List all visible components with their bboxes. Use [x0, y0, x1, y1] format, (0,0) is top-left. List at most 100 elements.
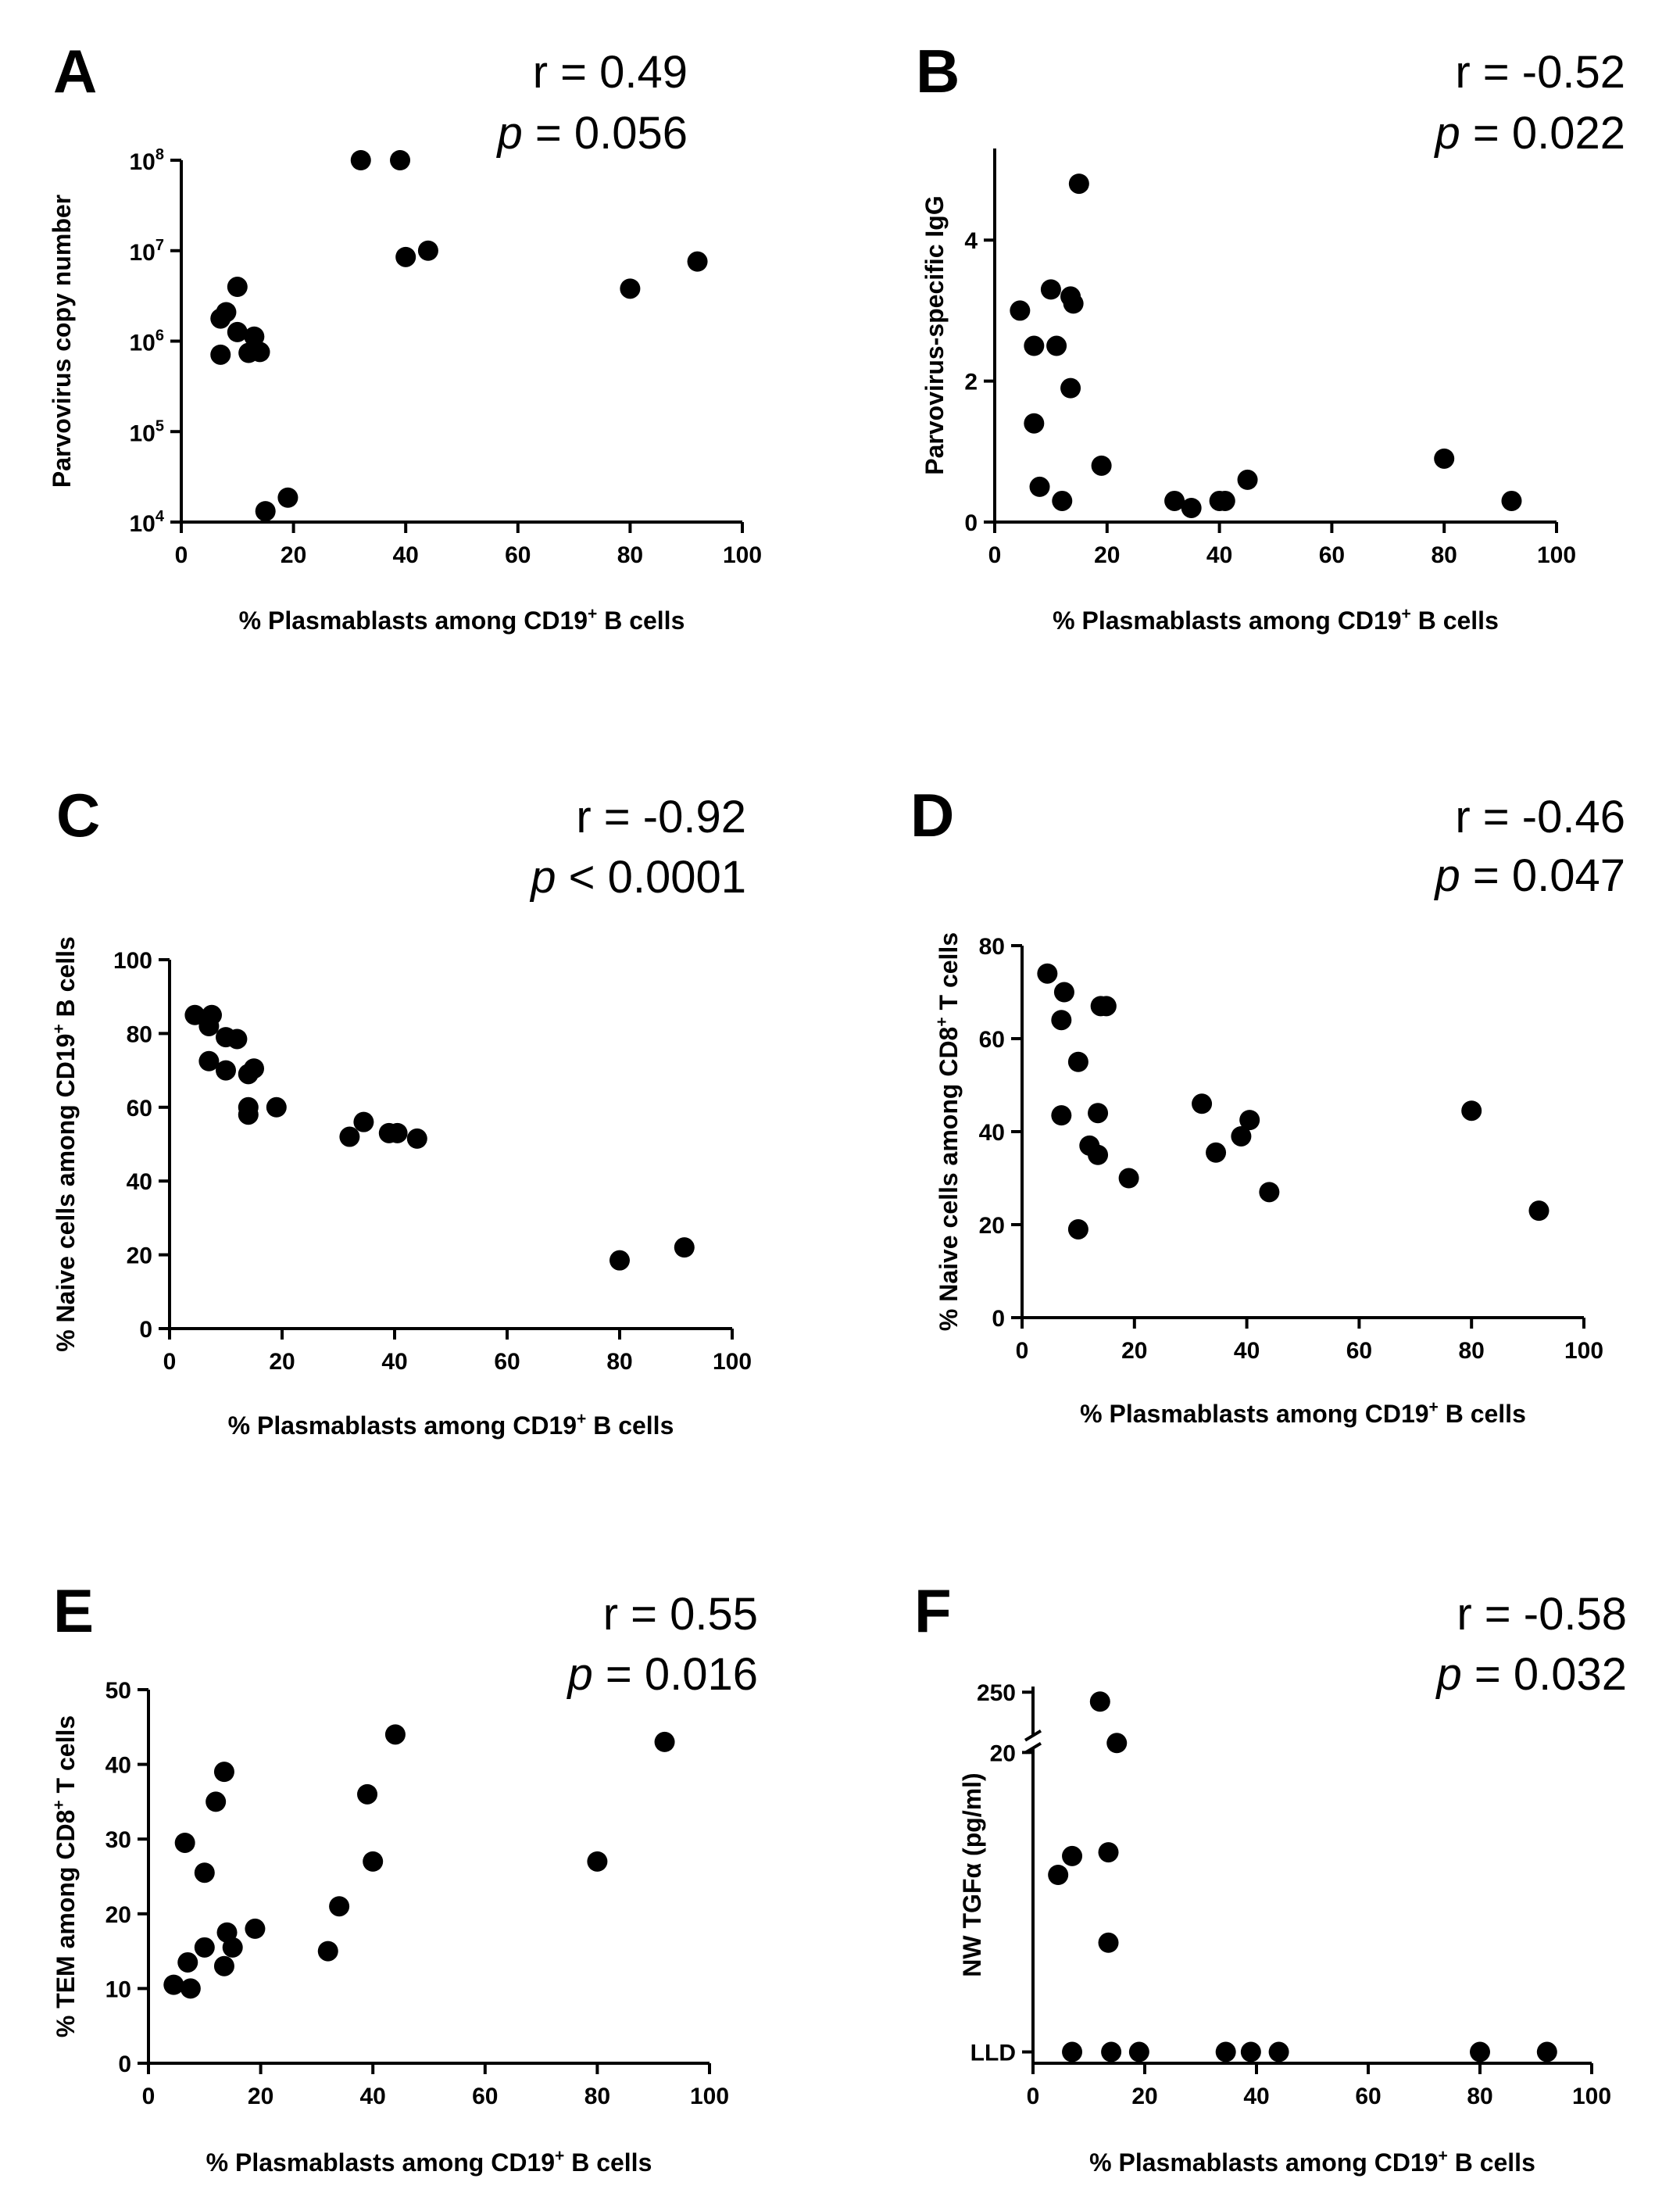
correlation-r: r = 0.49	[533, 47, 688, 98]
y-axis-label-tail: T cells	[935, 932, 963, 1018]
y-tick-base: 10	[130, 149, 155, 175]
y-tick-base: 10	[130, 420, 155, 446]
data-point	[1239, 1110, 1260, 1131]
y-axis-label-superscript: +	[933, 1017, 951, 1026]
data-point	[1536, 2041, 1557, 2062]
correlation-p: p = 0.022	[1433, 108, 1625, 159]
data-point	[1528, 1200, 1550, 1222]
correlation-p: p = 0.016	[566, 1649, 758, 1700]
x-tick-label: 100	[1537, 542, 1576, 568]
y-tick-label: 0	[964, 510, 978, 536]
x-tick-label: 60	[472, 2084, 498, 2109]
y-tick-label: 50	[105, 1678, 131, 1704]
p-operator: =	[523, 108, 574, 159]
x-tick-label: 100	[1572, 2084, 1611, 2109]
x-tick-label: 0	[988, 542, 1002, 568]
p-operator: =	[1462, 1649, 1514, 1700]
data-point	[210, 344, 231, 365]
y-tick-label: 100	[113, 948, 152, 974]
x-tick-label: 60	[1319, 542, 1345, 568]
correlation-p: p = 0.056	[495, 108, 688, 159]
data-point	[1068, 173, 1089, 195]
x-tick-label: 80	[606, 1349, 632, 1375]
y-axis-label-tail: T cells	[52, 1715, 80, 1801]
y-axis-label: NW TGFα (pg/ml)	[958, 1773, 986, 1976]
r-label: r =	[603, 1589, 657, 1640]
data-point	[384, 1724, 406, 1745]
data-point	[1098, 1842, 1119, 1863]
y-tick-label: 20	[979, 1213, 1005, 1239]
x-axis-label-superscript: +	[1439, 2147, 1448, 2165]
data-point	[1024, 413, 1045, 434]
data-point	[1237, 469, 1258, 490]
x-tick-label: 40	[1234, 1338, 1260, 1364]
correlation-p: p < 0.0001	[529, 852, 746, 903]
y-tick-exponent: 8	[155, 146, 164, 163]
data-point	[654, 1731, 675, 1752]
data-point	[174, 1832, 195, 1853]
data-point	[244, 326, 265, 347]
data-point	[238, 1104, 259, 1125]
y-tick-label: 20	[990, 1740, 1016, 1766]
x-tick-label: 0	[175, 542, 188, 568]
y-tick-label: 60	[127, 1096, 152, 1121]
x-tick-label: 100	[723, 542, 762, 568]
data-point	[390, 150, 411, 170]
r-value: -0.52	[1522, 47, 1625, 98]
x-axis-label-tail: B cells	[564, 2148, 652, 2177]
x-tick-label: 60	[1346, 1338, 1372, 1364]
correlation-p: p = 0.047	[1433, 850, 1625, 901]
correlation-r: r = -0.52	[1455, 47, 1625, 98]
data-point	[194, 1937, 215, 1958]
data-point	[1067, 1051, 1088, 1072]
x-tick-label: 40	[360, 2084, 386, 2109]
y-axis-label: % TEM among CD8+ T cells	[50, 1715, 80, 2037]
x-tick-label: 20	[248, 2084, 273, 2109]
data-point	[1062, 1845, 1083, 1866]
data-point	[674, 1237, 695, 1258]
x-tick-label: 80	[1467, 2084, 1492, 2109]
y-tick-label: 60	[979, 1027, 1005, 1053]
data-point	[198, 1015, 220, 1036]
data-point	[1101, 2041, 1122, 2062]
x-axis-label-text: % Plasmablasts among CD19	[239, 606, 588, 635]
y-tick-base: 10	[130, 511, 155, 537]
x-tick-label: 0	[1027, 2084, 1040, 2109]
r-label: r =	[576, 792, 630, 842]
y-tick-label: 0	[139, 1317, 152, 1343]
data-point	[1060, 377, 1081, 399]
correlation-r: r = -0.58	[1457, 1589, 1627, 1640]
data-point	[1240, 2041, 1261, 2062]
data-point	[194, 1862, 215, 1883]
y-axis-label: % Naive cells among CD8+ T cells	[933, 932, 963, 1331]
x-tick-label: 100	[1564, 1338, 1603, 1364]
panel-letter: B	[916, 37, 960, 106]
y-axis-label: Parvovirus copy number	[48, 195, 76, 488]
data-point	[1164, 490, 1185, 511]
y-axis-label-tail: B cells	[52, 936, 80, 1024]
data-point	[1118, 1168, 1139, 1189]
p-label: p	[495, 108, 522, 159]
data-point	[245, 1918, 266, 1939]
data-point	[417, 240, 438, 261]
data-point	[249, 342, 270, 363]
p-operator: <	[556, 852, 607, 903]
data-point	[184, 1004, 206, 1025]
data-point	[1037, 963, 1058, 984]
data-point	[317, 1941, 338, 1962]
data-point	[255, 501, 276, 522]
data-point	[353, 1111, 374, 1132]
x-tick-label: 60	[505, 542, 531, 568]
data-point	[620, 278, 641, 299]
data-point	[216, 1060, 236, 1081]
x-tick-label: 20	[1121, 1338, 1147, 1364]
data-point	[1091, 455, 1112, 476]
p-value: 0.047	[1512, 850, 1625, 901]
y-tick-label: LLD	[970, 2041, 1016, 2066]
y-tick-label: 40	[105, 1753, 131, 1779]
data-point	[177, 1951, 198, 1973]
